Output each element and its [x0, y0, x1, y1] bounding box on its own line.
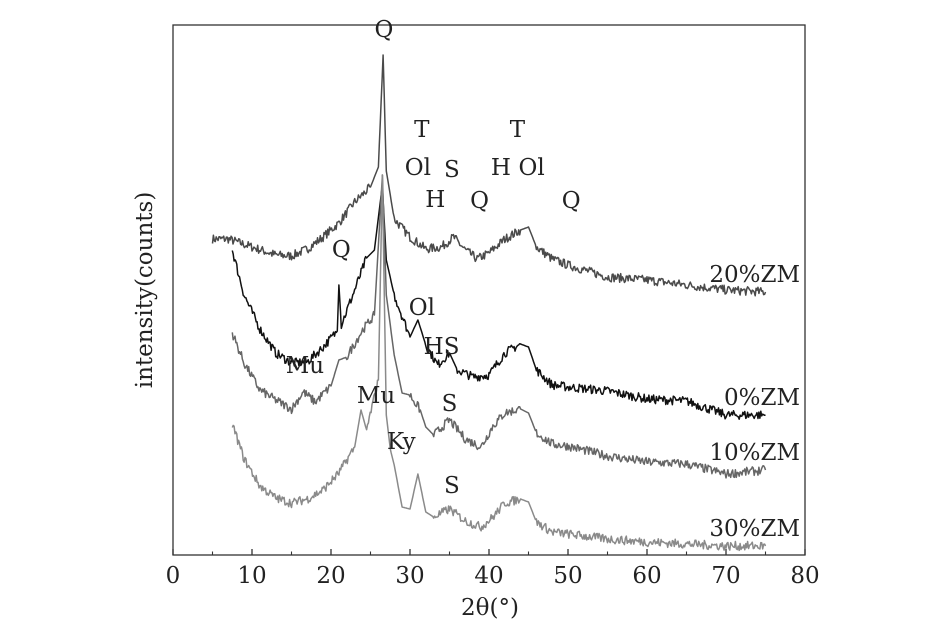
peak-label: Q	[375, 17, 394, 43]
peak-label: Q	[470, 188, 489, 214]
peak-label: Q	[332, 237, 351, 263]
x-tick-label: 70	[711, 563, 740, 589]
peak-label: Ol	[405, 155, 431, 181]
series-line-0pctZM	[231, 184, 766, 420]
x-axis-title: 2θ(°)	[461, 595, 519, 621]
peak-label: S	[444, 473, 460, 499]
peak-label: Ky	[387, 429, 416, 455]
series-label: 20%ZM	[709, 262, 800, 288]
x-tick-label: 40	[474, 563, 503, 589]
series-line-20pctZM	[211, 54, 767, 297]
peak-label: Ol	[409, 295, 435, 321]
x-tick-label: 50	[553, 563, 582, 589]
peak-label: S	[442, 391, 458, 417]
series-label: 0%ZM	[724, 385, 800, 411]
x-tick-label: 80	[790, 563, 819, 589]
series-layer: 20%ZM 0%ZM 10%ZM 30%ZM	[211, 54, 800, 552]
peak-label: T	[510, 117, 526, 143]
peak-label: HS	[424, 334, 460, 360]
peak-label: Ol	[519, 155, 545, 181]
peak-label: T	[414, 117, 430, 143]
peak-label: Mu	[286, 353, 324, 379]
x-axis: 0 10 20 30 40 50 60 70 80	[166, 549, 820, 589]
x-tick-label: 20	[316, 563, 345, 589]
peak-label: H	[491, 155, 511, 181]
series-line-30pctZM	[231, 174, 767, 552]
x-tick-label: 10	[237, 563, 266, 589]
y-axis-title: intensity(counts)	[132, 192, 158, 389]
x-tick-label: 30	[395, 563, 424, 589]
peak-label: H	[425, 187, 445, 213]
series-line-10pctZM	[231, 174, 767, 479]
peak-label: Mu	[357, 383, 395, 409]
peak-label: Q	[562, 188, 581, 214]
x-tick-label: 0	[166, 563, 181, 589]
series-label: 30%ZM	[709, 516, 800, 542]
x-tick-label: 60	[632, 563, 661, 589]
series-label: 10%ZM	[709, 440, 800, 466]
peak-label: S	[444, 157, 460, 183]
